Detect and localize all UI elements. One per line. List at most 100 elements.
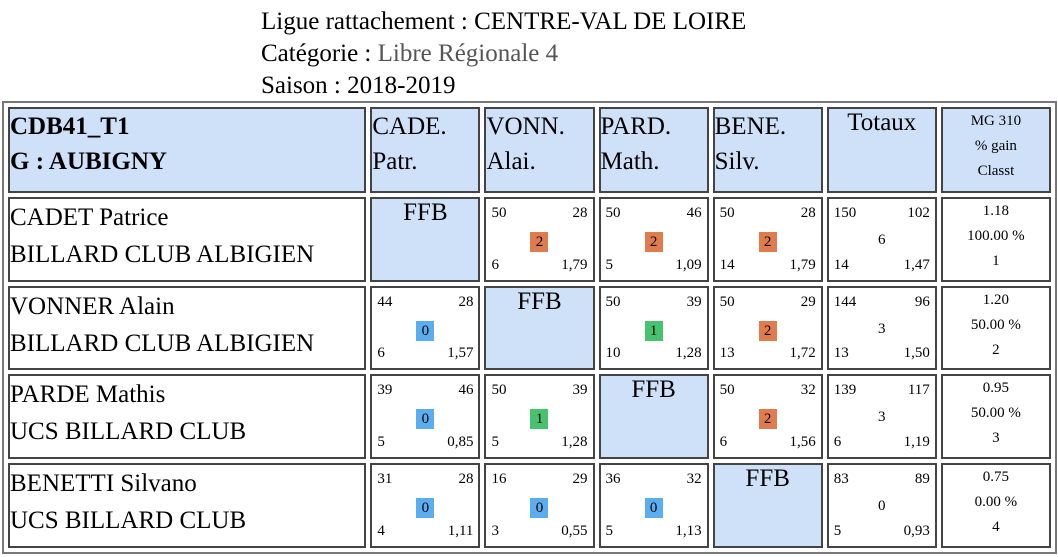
match-points-conceded: 39 (572, 382, 588, 399)
match-cell: 50 28 2 6 1,79 (484, 196, 595, 282)
ranking: 2 (992, 341, 1000, 358)
player-name: BENETTI Silvano (10, 470, 197, 498)
match-innings: 5 (605, 523, 614, 539)
table-row: CADET Patrice BILLARD CLUB ALBIGIEN FFB 50 2… (8, 196, 1051, 282)
match-points-scored: 16 (491, 471, 507, 488)
match-innings: 5 (377, 434, 385, 451)
match-points-conceded: 32 (800, 382, 816, 399)
match-cell: 50 32 2 6 1,56 (712, 374, 823, 460)
total-match-points: 0 (878, 498, 886, 515)
match-result-badge: 0 (416, 498, 435, 519)
match-cell: 31 28 0 4 1,11 (370, 463, 481, 548)
match-points-scored: 50 (605, 293, 621, 310)
match-cell: 50 39 1 5 1,28 (484, 374, 595, 460)
match-average: 1,11 (447, 523, 474, 539)
ranking: 3 (992, 430, 1000, 447)
total-points-conceded: 102 (907, 204, 930, 221)
ligue-label: Ligue rattachement : (261, 8, 475, 35)
total-average: 1,47 (903, 256, 930, 273)
total-innings: 6 (833, 434, 842, 451)
ffb-cell: FFB (370, 196, 481, 282)
total-match-points: 3 (878, 409, 886, 426)
match-average: 0,55 (561, 523, 588, 539)
match-points-conceded: 46 (458, 382, 474, 399)
match-points-scored: 50 (605, 204, 621, 221)
mg-cell: 1.18 100.00 % 1 (940, 196, 1051, 282)
mg-cell: 1.20 50.00 % 2 (940, 285, 1051, 371)
opponent-header: PARD. Math. (598, 107, 709, 193)
match-average: 1,79 (561, 256, 588, 273)
match-points-conceded: 29 (572, 471, 588, 488)
match-average: 1,56 (789, 434, 816, 451)
match-average: 1,57 (447, 345, 474, 362)
win-percentage: 50.00 % (970, 405, 1021, 422)
match-innings: 14 (719, 256, 735, 273)
totals-cell: 144 96 3 13 1,50 (826, 285, 937, 371)
match-result-badge: 0 (416, 320, 435, 341)
match-points-scored: 50 (719, 293, 735, 310)
total-points-scored: 144 (833, 293, 857, 310)
match-result-badge: 0 (416, 409, 435, 430)
player-cell: CADET Patrice BILLARD CLUB ALBIGIEN (8, 196, 367, 282)
match-cell: 44 28 0 6 1,57 (370, 285, 481, 371)
match-innings: 4 (377, 523, 385, 539)
match-innings: 6 (491, 256, 499, 273)
table-row: PARDE Mathis UCS BILLARD CLUB 39 46 0 5 0,85 50… (8, 374, 1051, 460)
ffb-cell: FFB (598, 374, 709, 460)
total-points-scored: 83 (833, 471, 849, 488)
match-average: 1,09 (675, 256, 702, 273)
match-points-scored: 44 (377, 293, 393, 310)
categorie-line: Catégorie : Libre Régionale 4 (261, 38, 746, 70)
match-result-badge: 1 (530, 409, 549, 430)
match-points-conceded: 28 (458, 293, 474, 310)
saison-value: 2018-2019 (347, 72, 456, 99)
match-innings: 5 (491, 434, 499, 451)
match-points-conceded: 28 (572, 204, 588, 221)
match-cell: 36 32 0 5 1,13 (598, 463, 709, 548)
match-average: 1,13 (675, 523, 702, 539)
player-club: UCS BILLARD CLUB (10, 507, 247, 535)
match-points-scored: 36 (605, 471, 621, 488)
saison-line: Saison : 2018-2019 (261, 70, 746, 102)
match-points-conceded: 28 (800, 204, 816, 221)
match-cell: 50 28 2 14 1,79 (712, 196, 823, 282)
win-percentage: 0.00 % (974, 494, 1018, 511)
total-innings: 14 (833, 256, 849, 273)
total-points-scored: 150 (833, 204, 857, 221)
match-average: 1,72 (789, 345, 816, 362)
total-average: 1,19 (903, 434, 930, 451)
match-result-badge: 2 (644, 231, 663, 252)
totals-header: Totaux (826, 107, 937, 193)
player-club: BILLARD CLUB ALBIGIEN (10, 240, 315, 268)
match-cell: 50 46 2 5 1,09 (598, 196, 709, 282)
ranking: 1 (992, 252, 1000, 269)
page-header: Ligue rattachement : CENTRE-VAL DE LOIRE… (261, 6, 746, 102)
win-percentage: 100.00 % (967, 227, 1025, 244)
ligue-line: Ligue rattachement : CENTRE-VAL DE LOIRE (261, 6, 746, 38)
match-average: 1,28 (675, 345, 702, 362)
player-name: PARDE Mathis (10, 381, 166, 409)
match-points-scored: 50 (719, 204, 735, 221)
match-points-scored: 50 (491, 382, 507, 399)
match-cell: 50 29 2 13 1,72 (712, 285, 823, 371)
general-average: 1.20 (982, 291, 1010, 308)
opponent-header: BENE. Silv. (712, 107, 823, 193)
table-header-row: CDB41_T1 G : AUBIGNY CADE. Patr. VONN. Ala… (8, 107, 1051, 193)
ffb-cell: FFB (712, 463, 823, 548)
match-result-badge: 1 (644, 320, 663, 341)
total-points-conceded: 117 (907, 382, 930, 399)
group-code: CDB41_T1 (10, 113, 130, 140)
match-points-conceded: 29 (800, 293, 816, 310)
opponent-header: CADE. Patr. (370, 107, 481, 193)
mg-cell: 0.75 0.00 % 4 (940, 463, 1051, 548)
total-average: 0,93 (903, 523, 930, 539)
match-average: 0,85 (447, 434, 474, 451)
total-points-conceded: 96 (914, 293, 930, 310)
totals-cell: 83 89 0 5 0,93 (826, 463, 937, 548)
match-average: 1,28 (561, 434, 588, 451)
player-name: CADET Patrice (10, 203, 169, 231)
match-result-badge: 0 (530, 498, 549, 519)
match-average: 1,79 (789, 256, 816, 273)
ranking: 4 (992, 519, 1000, 536)
table-row: BENETTI Silvano UCS BILLARD CLUB 31 28 0 4 1,1… (8, 463, 1051, 548)
